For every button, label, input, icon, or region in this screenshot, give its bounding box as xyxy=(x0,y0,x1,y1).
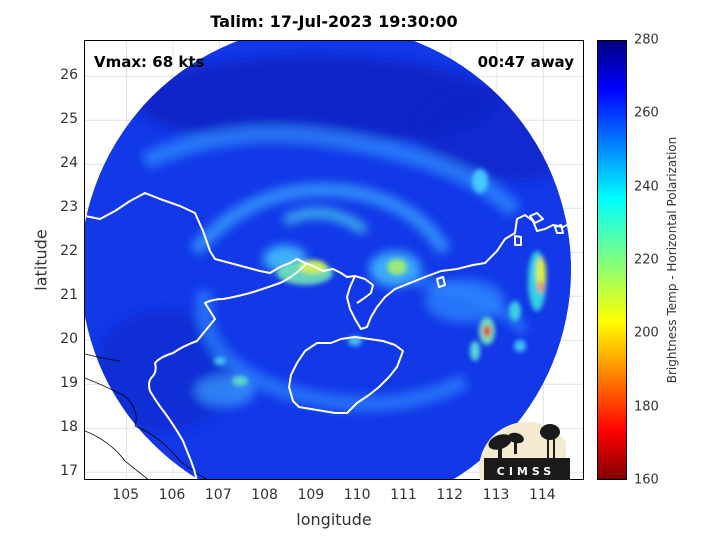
x-tick-label: 107 xyxy=(204,487,232,503)
y-tick-label: 23 xyxy=(60,199,78,216)
colorbar-label: Brightness Temp - Horizontal Polarizatio… xyxy=(665,136,679,384)
x-tick-label: 110 xyxy=(343,487,371,503)
y-tick-label: 24 xyxy=(60,155,78,172)
logo-text: CIMSS xyxy=(497,465,555,478)
colorbar-tick-label: 260 xyxy=(634,105,659,121)
colorbar-tick-label: 160 xyxy=(634,472,659,488)
y-tick-label: 25 xyxy=(60,111,78,128)
y-tick-label: 17 xyxy=(60,463,78,480)
y-axis-label: latitude xyxy=(31,229,51,291)
time-away-label: 00:47 away xyxy=(477,53,574,71)
x-tick-label: 112 xyxy=(436,487,464,503)
x-tick-label: 109 xyxy=(297,487,325,503)
y-tick-label: 21 xyxy=(60,287,78,304)
map-canvas xyxy=(85,41,583,479)
x-tick-label: 111 xyxy=(390,487,417,503)
colorbar xyxy=(597,40,627,480)
x-tick-label: 106 xyxy=(158,487,186,503)
map-plot-area xyxy=(84,40,584,480)
country-borders xyxy=(85,353,208,479)
y-tick-label: 22 xyxy=(60,243,78,260)
y-tick-label: 20 xyxy=(60,331,78,348)
y-tick-label: 19 xyxy=(60,375,78,392)
x-tick-label: 108 xyxy=(251,487,278,503)
logo-dishes-icon xyxy=(484,424,570,480)
colorbar-tick-label: 280 xyxy=(634,32,659,48)
x-axis-label: longitude xyxy=(296,510,372,529)
vmax-label: Vmax: 68 kts xyxy=(94,53,205,71)
y-tick-label: 26 xyxy=(60,67,78,84)
colorbar-tick-label: 220 xyxy=(634,252,659,268)
colorbar-tick-label: 240 xyxy=(634,179,659,195)
y-tick-label: 18 xyxy=(60,419,78,436)
x-tick-label: 114 xyxy=(528,487,556,503)
colorbar-tick-label: 180 xyxy=(634,399,659,415)
x-tick-label: 113 xyxy=(482,487,510,503)
chart-title: Talim: 17-Jul-2023 19:30:00 xyxy=(210,12,458,31)
x-tick-label: 105 xyxy=(112,487,140,503)
colorbar-tick-label: 200 xyxy=(634,325,659,341)
coastlines xyxy=(85,192,583,479)
cimss-logo: CIMSS xyxy=(478,421,570,480)
